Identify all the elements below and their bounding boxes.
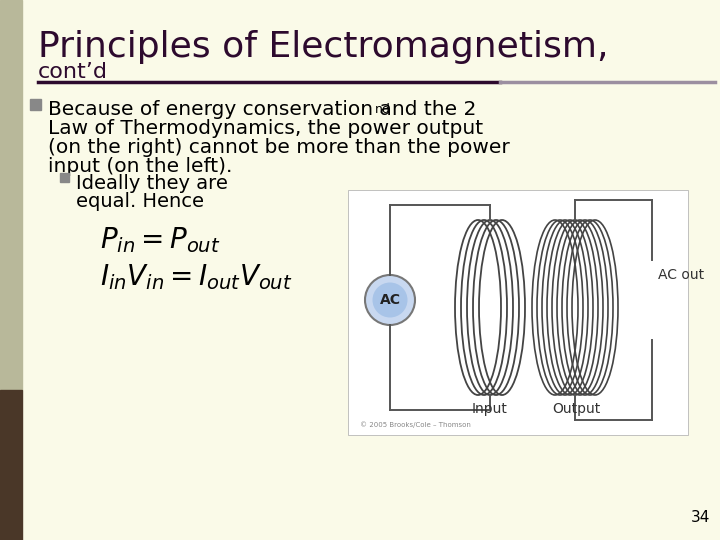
Text: Output: Output <box>552 402 600 416</box>
Text: © 2005 Brooks/Cole – Thomson: © 2005 Brooks/Cole – Thomson <box>360 421 471 428</box>
Text: AC: AC <box>379 293 400 307</box>
Bar <box>0 0 22 390</box>
Bar <box>60 173 69 182</box>
Text: Law of Thermodynamics, the power output: Law of Thermodynamics, the power output <box>48 119 483 138</box>
Text: cont’d: cont’d <box>38 62 108 82</box>
Circle shape <box>372 282 408 318</box>
Text: $\mathit{I}_{in}\mathit{V}_{in} = \mathit{I}_{out}\mathit{V}_{out}$: $\mathit{I}_{in}\mathit{V}_{in} = \mathi… <box>100 262 292 292</box>
Bar <box>348 190 688 435</box>
Bar <box>30 99 41 110</box>
Text: (on the right) cannot be more than the power: (on the right) cannot be more than the p… <box>48 138 510 157</box>
Text: Because of energy conservation and the 2: Because of energy conservation and the 2 <box>48 100 477 119</box>
Text: $\mathit{P}_{in} = \mathit{P}_{out}$: $\mathit{P}_{in} = \mathit{P}_{out}$ <box>100 225 220 255</box>
Circle shape <box>365 275 415 325</box>
Text: 34: 34 <box>690 510 710 525</box>
Text: input (on the left).: input (on the left). <box>48 157 233 176</box>
Bar <box>0 390 22 540</box>
Text: Principles of Electromagnetism,: Principles of Electromagnetism, <box>38 30 608 64</box>
Text: Ideally they are: Ideally they are <box>76 174 228 193</box>
Text: equal. Hence: equal. Hence <box>76 192 204 211</box>
Text: nd: nd <box>375 103 391 116</box>
Text: AC out: AC out <box>658 268 704 282</box>
Text: Input: Input <box>472 402 508 416</box>
